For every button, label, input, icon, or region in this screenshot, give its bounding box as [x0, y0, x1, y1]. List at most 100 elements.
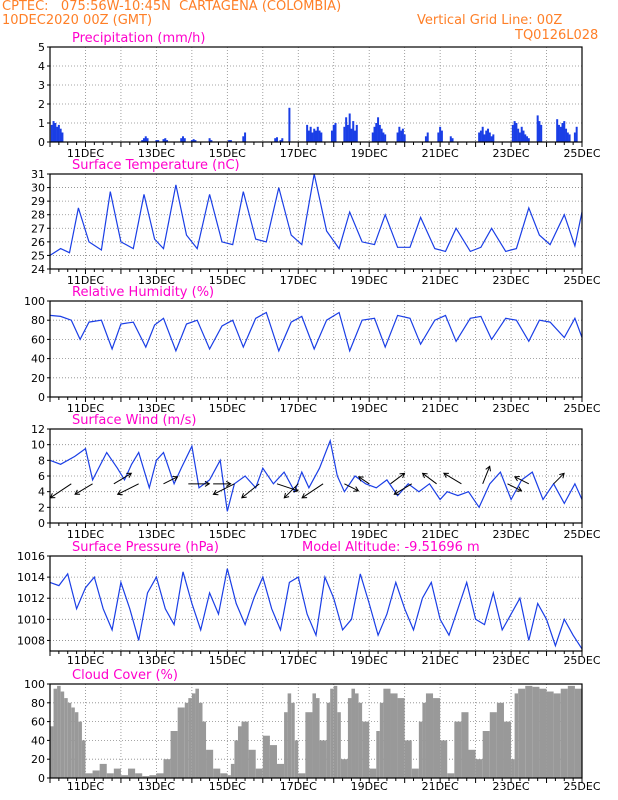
y-tick-label: 0	[38, 136, 45, 149]
precip-bar	[192, 139, 195, 142]
cloud-bar	[475, 759, 483, 778]
precip-bar	[487, 128, 490, 142]
cloud-bar	[383, 688, 391, 778]
wind-arrow	[390, 472, 405, 485]
panel-title: Surface Wind (m/s)	[72, 413, 196, 428]
x-tick-label: 17DEC	[280, 780, 317, 793]
precip-bar	[59, 128, 62, 142]
cloud-bar	[170, 731, 178, 778]
panel-3: 0 2 4 6 8 10 12 11DEC 13DEC 15DEC 17DEC 19DEC 21DEC 2…	[31, 413, 601, 541]
y-tick-label: 5	[38, 41, 45, 54]
x-tick-label: 15DEC	[209, 654, 246, 667]
cloud-bar	[525, 685, 533, 778]
x-tick-label: 17DEC	[280, 402, 317, 415]
precip-bar	[274, 138, 277, 142]
precip-bar	[309, 126, 312, 142]
precip-bar	[561, 123, 564, 142]
precip-bar	[439, 126, 442, 142]
precip-bar	[566, 132, 569, 142]
precip-bar	[315, 130, 317, 142]
precip-bar	[515, 123, 518, 142]
wind-arrow-head	[283, 492, 290, 499]
precip-bar	[526, 136, 529, 142]
x-tick-label: 19DEC	[351, 780, 388, 793]
precip-bar	[377, 117, 380, 142]
x-tick-label: 23DEC	[493, 402, 530, 415]
cloud-bar	[511, 759, 515, 778]
y-tick-label: 27	[31, 222, 45, 235]
x-tick-label: 23DEC	[493, 528, 530, 541]
wind-arrow	[358, 476, 370, 485]
precip-bar	[50, 124, 53, 142]
precip-bar	[190, 140, 193, 142]
x-tick-label: 11DEC	[67, 147, 104, 160]
y-tick-label: 1014	[17, 571, 45, 584]
wind-arrow-head	[513, 476, 520, 482]
cloud-bar	[305, 712, 313, 778]
wind-arrow-head	[443, 472, 449, 478]
precip-bar	[157, 140, 160, 142]
wind-arrow-head	[241, 493, 247, 499]
y-tick-label: 2	[38, 501, 45, 514]
y-tick-label: 1010	[17, 613, 45, 626]
cloud-bar	[312, 693, 316, 778]
cloud-bar	[120, 775, 129, 778]
wind-arrow	[117, 483, 139, 495]
cloud-bar	[202, 721, 207, 778]
wind-arrow-head	[399, 472, 406, 479]
y-tick-label: 28	[31, 209, 45, 222]
x-tick-label: 19DEC	[351, 147, 388, 160]
precip-bar	[481, 126, 484, 142]
cloud-bar	[163, 759, 171, 778]
cloud-bar	[198, 702, 203, 778]
x-tick-label: 21DEC	[422, 147, 459, 160]
wind-arrow	[213, 483, 235, 495]
x-tick-label: 13DEC	[138, 402, 175, 415]
cloud-bar	[347, 698, 352, 778]
cloud-bar	[60, 691, 65, 778]
cloud-bar	[149, 775, 157, 778]
precip-bar	[479, 130, 482, 142]
precip-bar	[518, 132, 521, 142]
wind-arrow	[507, 483, 522, 492]
panel-title: Surface Temperature (nC)	[72, 158, 240, 173]
panel-title: Cloud Cover (%)	[72, 668, 178, 683]
precip-bar	[242, 136, 245, 142]
cloud-bar	[298, 773, 306, 778]
y-tick-label: 60	[31, 333, 45, 346]
cloud-bar	[330, 688, 334, 778]
header-station: CPTEC: 075:56W-10:45N CARTAGENA (COLOMBI…	[2, 0, 342, 14]
x-tick-label: 23DEC	[493, 274, 530, 287]
precip-bar	[382, 132, 385, 142]
cloud-bar	[422, 702, 426, 778]
precip-bar	[449, 136, 452, 142]
cloud-bar	[514, 693, 519, 778]
cloud-bar	[553, 693, 561, 778]
precip-bar	[384, 134, 387, 142]
cloud-bar	[369, 768, 377, 778]
precip-bar	[371, 132, 374, 142]
precip-bar	[483, 134, 486, 142]
cloud-bar	[177, 707, 185, 778]
x-tick-label: 15DEC	[209, 402, 246, 415]
wind-arrow-head	[301, 493, 308, 499]
wind-arrow	[276, 483, 299, 492]
precip-bar	[490, 136, 493, 142]
y-tick-label: 100	[24, 295, 45, 308]
y-tick-label: 0	[38, 772, 45, 785]
cloud-bar	[128, 768, 136, 778]
x-tick-label: 19DEC	[351, 274, 388, 287]
wind-arrow-head	[421, 472, 428, 479]
cloud-bar	[92, 770, 100, 778]
x-tick-label: 11DEC	[67, 402, 104, 415]
wind-arrow	[50, 483, 72, 499]
cloud-bar	[191, 693, 196, 778]
precip-bar	[524, 134, 527, 142]
cloud-bar	[440, 740, 448, 778]
cloud-bar	[482, 731, 490, 778]
precip-bar	[426, 132, 429, 142]
panel-4: 1008 1010 1012 1014 1016 11DEC 13DEC 15DEC 17DEC…	[17, 540, 601, 667]
precip-bar	[348, 113, 351, 142]
precip-bar	[244, 132, 247, 142]
panel-subtitle: Model Altitude: -9.51696 m	[302, 540, 480, 555]
